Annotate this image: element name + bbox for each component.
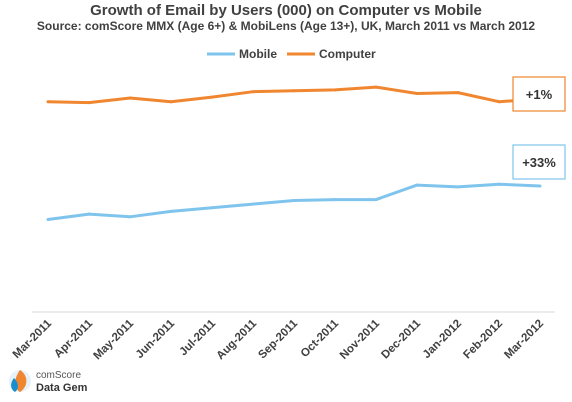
data-point-mobile [87,212,91,216]
data-point-computer [46,100,50,104]
data-point-mobile [538,184,542,188]
x-tick-label: Sep-2011 [256,317,300,361]
x-tick-label: Apr-2011 [52,317,95,360]
x-tick-label: Jun-2011 [134,317,178,361]
x-tick-label: Mar-2012 [502,318,546,362]
x-tick-label: Mar-2011 [11,317,55,361]
x-tick-label: Dec-2011 [379,317,423,361]
comscore-flame-icon [9,370,31,392]
data-point-computer [292,89,296,93]
x-tick-label: Jan-2012 [421,318,464,361]
data-point-mobile [415,183,419,187]
x-tick-label: Aug-2011 [214,317,259,362]
data-point-mobile [128,215,132,219]
chart-title: Growth of Email by Users (000) on Comput… [90,2,482,19]
comscore-logo: comScore Data Gem [9,370,88,394]
data-point-mobile [46,218,50,221]
legend-label-computer: Computer [319,47,376,61]
callout-mobile: +33% [512,144,566,180]
x-tick-label: Oct-2011 [299,317,342,360]
callout-text-mobile: +33% [522,155,556,170]
data-point-mobile [210,206,214,210]
x-tick-label: Jul-2011 [178,317,219,358]
logo-line1: comScore [36,370,81,381]
data-point-mobile [497,182,501,186]
data-point-computer [415,92,419,95]
x-tick-label: May-2011 [91,317,136,362]
data-point-computer [128,96,132,100]
data-point-mobile [251,202,255,206]
logo-line2: Data Gem [36,382,88,394]
x-tick-label: Feb-2012 [461,318,505,362]
callout-computer: +1% [512,76,566,112]
data-point-mobile [333,198,337,202]
data-point-mobile [456,185,460,189]
data-point-computer [374,85,378,89]
series-layer [46,85,542,221]
callout-box-mobile [512,144,566,180]
data-point-mobile [292,199,296,202]
legend: Mobile Computer [207,47,376,61]
data-point-computer [497,100,501,104]
data-point-computer [169,100,173,104]
data-point-computer [456,91,460,95]
x-tick-label: Nov-2011 [338,317,383,362]
legend-label-mobile: Mobile [239,47,277,61]
chart-subtitle: Source: comScore MMX (Age 6+) & MobiLens… [37,19,535,33]
data-point-computer [87,101,91,105]
data-point-mobile [169,209,173,213]
data-point-mobile [374,198,378,202]
data-point-computer [210,95,214,99]
data-point-computer [333,88,337,92]
data-point-computer [251,90,255,94]
callout-box-computer [512,76,566,112]
callout-text-computer: +1% [526,87,553,102]
